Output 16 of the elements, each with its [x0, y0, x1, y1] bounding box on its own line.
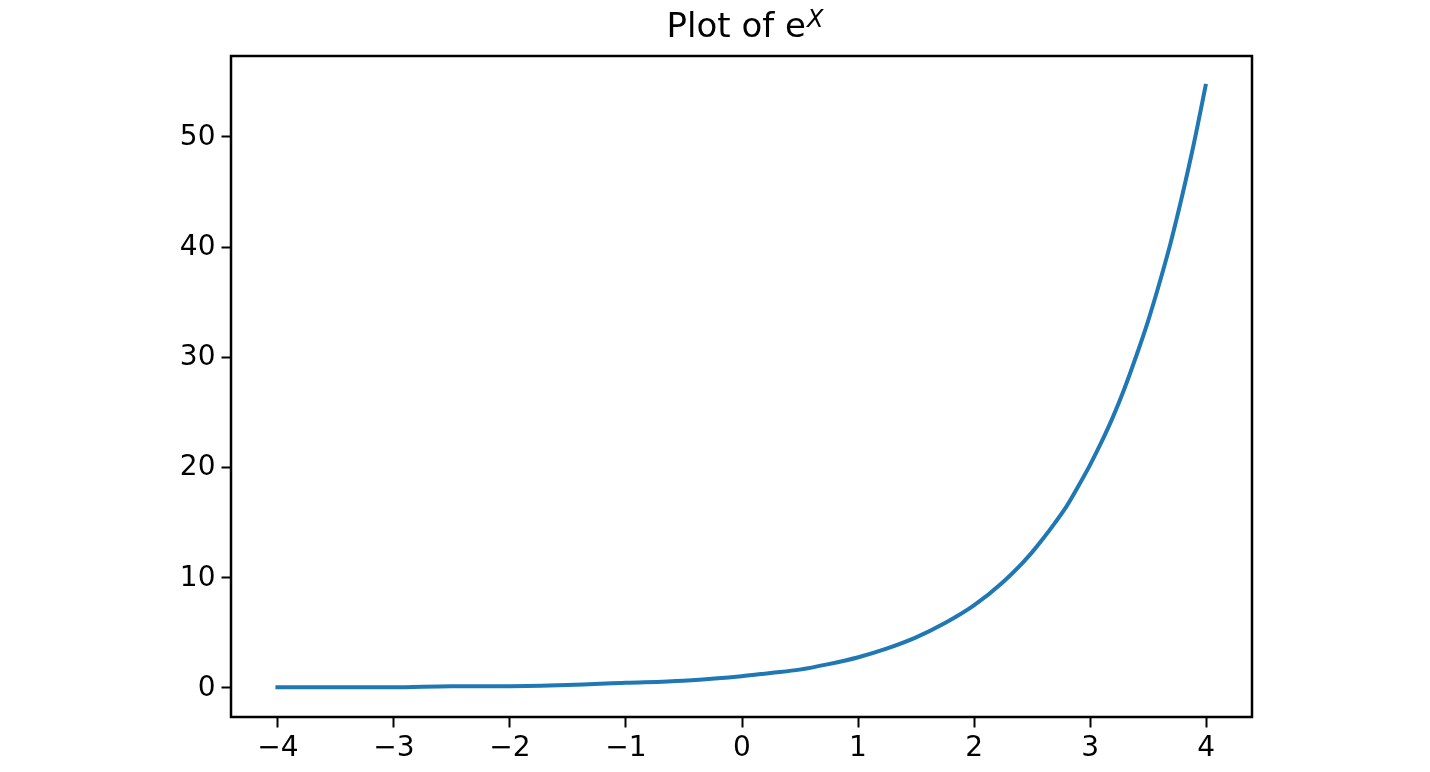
x-tick-label: 4	[1197, 729, 1215, 763]
x-tick-label: −4	[257, 729, 299, 763]
y-tick-label: 40	[179, 229, 216, 263]
y-tick-label: 50	[179, 118, 216, 152]
x-tick-label: 3	[1081, 729, 1099, 763]
x-tick-label: −1	[605, 729, 647, 763]
y-tick-label: 30	[179, 339, 216, 373]
x-tick-label: −3	[373, 729, 415, 763]
x-tick-label: −2	[489, 729, 531, 763]
y-tick-label: 20	[179, 449, 216, 483]
x-tick-label: 2	[965, 729, 983, 763]
x-tick-label: 1	[849, 729, 867, 763]
y-tick-label: 10	[179, 559, 216, 593]
x-tick-label: 0	[733, 729, 751, 763]
line-series	[275, 83, 1208, 690]
y-tick-label: 0	[197, 669, 216, 703]
